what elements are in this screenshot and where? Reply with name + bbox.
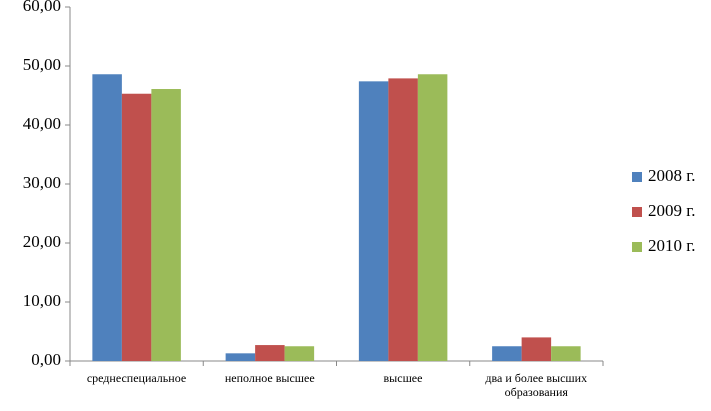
legend-swatch [632,242,642,252]
bar [492,346,522,361]
legend-swatch [632,207,642,217]
bar [284,346,315,361]
y-tick-label: 60,00 [23,0,61,15]
legend-label: 2010 г. [648,236,696,255]
bar [121,93,152,361]
bar [417,74,448,361]
y-tick-label: 50,00 [23,55,61,74]
bar [388,78,418,361]
legend-swatch [632,172,642,182]
bar [551,346,581,361]
x-tick-label: высшее [383,371,423,385]
bar [255,345,285,361]
bar [521,337,552,361]
x-tick-label: два и более высших образования [485,371,588,399]
x-tick-label: среднеспециальное [86,371,187,385]
bar [151,89,181,361]
x-tick-label: неполное высшее [224,371,315,385]
bar [358,81,389,361]
bar [92,74,122,361]
y-tick-label: 30,00 [23,173,61,192]
y-tick-label: 40,00 [23,114,61,133]
y-tick-label: 10,00 [23,291,61,310]
y-tick-label: 20,00 [23,232,61,251]
legend-label: 2009 г. [648,201,696,220]
legend-label: 2008 г. [648,166,696,185]
bar [225,353,256,361]
y-tick-label: 0,00 [31,350,61,369]
